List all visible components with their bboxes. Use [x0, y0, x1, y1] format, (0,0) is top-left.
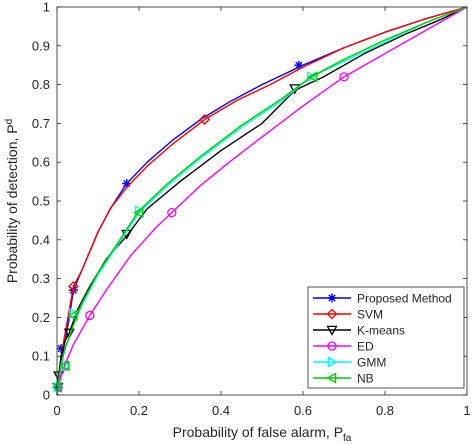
marker-proposed-method [56, 343, 66, 353]
marker-svm [67, 280, 79, 292]
marker-svm [199, 114, 211, 125]
x-tick-label: 1 [463, 403, 470, 418]
y-tick-label: 0.1 [32, 349, 50, 364]
y-tick-label: 0.4 [32, 232, 50, 247]
marker-proposed-method [294, 60, 304, 70]
legend-marker [326, 308, 338, 320]
legend-box [307, 286, 465, 389]
marker-ed [167, 207, 177, 218]
legend-marker [326, 325, 338, 336]
legend: Proposed Method SVM K-means ED GMM NB [307, 286, 465, 389]
x-tick-label: 0.6 [294, 403, 312, 418]
marker-nb [59, 360, 70, 372]
marker-nb [67, 309, 78, 322]
y-axis-title: Probability of detection, Pd [4, 119, 20, 283]
y-tick-label: 0.5 [32, 194, 50, 209]
marker-proposed-method [122, 179, 132, 189]
legend-label: NB [357, 372, 374, 386]
x-tick-label: 0 [53, 403, 60, 418]
legend-marker [327, 356, 338, 368]
marker-gmm [134, 205, 145, 217]
y-tick-label: 0.8 [32, 77, 50, 92]
y-tick-label: 0.2 [32, 310, 50, 325]
series-layer [51, 6, 468, 396]
legend-marker [327, 293, 337, 303]
x-tick-label: 0.4 [212, 403, 230, 418]
legend-item-nb: NB [313, 372, 374, 386]
y-tick-label: 0.3 [32, 271, 50, 286]
series-nb [51, 6, 468, 396]
marker-nb [307, 71, 318, 83]
y-tick-label: 0 [43, 388, 50, 403]
series-line-ed [56, 6, 468, 396]
x-tick-label: 0.2 [130, 403, 148, 418]
legend-label: Proposed Method [357, 292, 452, 306]
marker-ed [339, 72, 349, 82]
marker-gmm [69, 307, 80, 320]
legend-item-ed: ED [313, 340, 374, 354]
legend-label: ED [357, 340, 374, 354]
marker-nb [133, 207, 144, 219]
y-axis-title-main: Probability of detection, P [4, 124, 20, 283]
legend-label: SVM [357, 308, 383, 322]
x-axis-title-subscript: fa [343, 433, 352, 444]
legend-label: GMM [357, 356, 386, 370]
series-line-k-means [56, 6, 468, 396]
marker-ed [85, 310, 95, 321]
ticks-layer: 0 0.2 0.4 0.6 0.8 1 0 0.1 0.2 0.3 0.4 0.5 0.6 0.7 0.8 0… [32, 0, 471, 418]
legend-entries: Proposed Method SVM K-means ED GMM NB [313, 292, 452, 386]
y-tick-label: 0.9 [32, 38, 50, 53]
legend-marker [326, 372, 337, 384]
y-tick-label: 0.6 [32, 155, 50, 170]
x-tick-label: 0.8 [376, 403, 394, 418]
marker-k-means [63, 328, 75, 339]
legend-item-gmm: GMM [313, 356, 386, 370]
x-axis-title-main: Probability of false alarm, P [173, 424, 343, 440]
y-tick-label: 1 [43, 0, 50, 15]
legend-item-svm: SVM [313, 308, 383, 322]
y-tick-label: 0.7 [32, 116, 50, 131]
y-axis-title-subscript: d [4, 119, 15, 125]
legend-label: K-means [357, 324, 405, 338]
x-axis-title: Probability of false alarm, Pfa [173, 424, 352, 444]
legend-item-proposed-method: Proposed Method [313, 292, 452, 306]
legend-marker [327, 341, 337, 351]
legend-item-k-means: K-means [313, 324, 405, 338]
